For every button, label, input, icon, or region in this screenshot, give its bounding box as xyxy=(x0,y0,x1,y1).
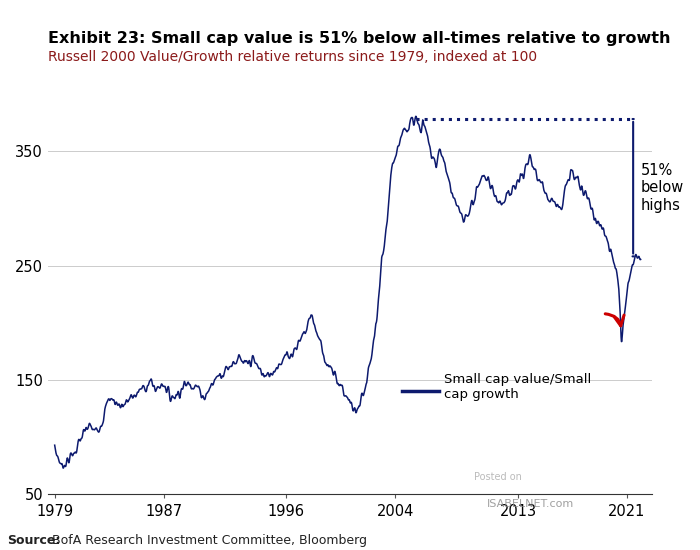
Text: ISABELNET.com: ISABELNET.com xyxy=(487,499,575,509)
Text: Source:: Source: xyxy=(7,534,60,547)
Text: Posted on: Posted on xyxy=(474,472,522,482)
Text: Small cap value/Small
cap growth: Small cap value/Small cap growth xyxy=(444,373,592,401)
Text: BofA Research Investment Committee, Bloomberg: BofA Research Investment Committee, Bloo… xyxy=(52,534,368,547)
Text: Exhibit 23: Small cap value is 51% below all-times relative to growth: Exhibit 23: Small cap value is 51% below… xyxy=(48,31,671,47)
Text: Russell 2000 Value/Growth relative returns since 1979, indexed at 100: Russell 2000 Value/Growth relative retur… xyxy=(48,50,537,64)
Text: 51%
below
highs: 51% below highs xyxy=(640,163,684,213)
